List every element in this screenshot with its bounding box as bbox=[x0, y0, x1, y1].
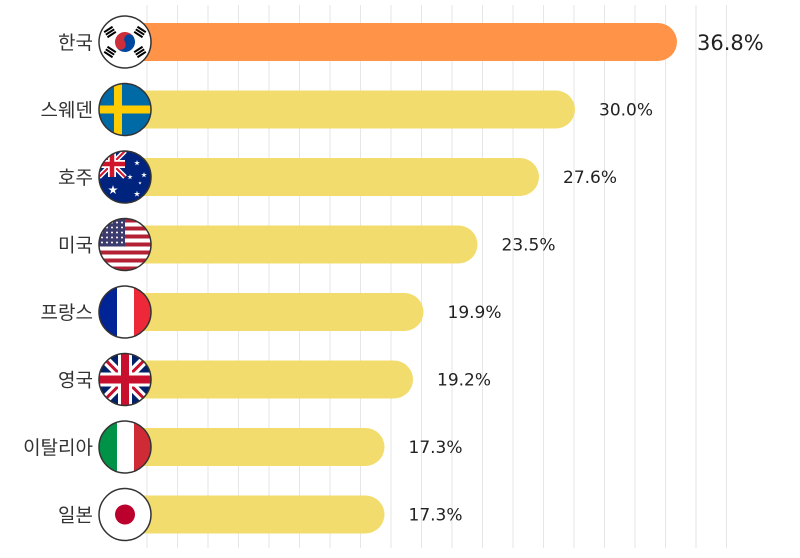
bar bbox=[125, 23, 677, 61]
italy-flag-icon bbox=[98, 420, 152, 474]
bar bbox=[125, 90, 575, 129]
bar bbox=[125, 293, 424, 331]
grid-lines bbox=[146, 5, 727, 548]
category-label: 호주 bbox=[58, 167, 93, 189]
category-label: 한국 bbox=[58, 32, 93, 54]
usa-flag-icon bbox=[98, 217, 152, 272]
value-label: 27.6% bbox=[563, 168, 617, 188]
bar bbox=[125, 360, 413, 399]
category-label: 이탈리아 bbox=[23, 437, 93, 459]
category-label: 스웨덴 bbox=[41, 100, 93, 122]
bar bbox=[125, 225, 478, 264]
value-label: 30.0% bbox=[599, 101, 653, 121]
category-label: 프랑스 bbox=[41, 302, 93, 324]
value-label: 23.5% bbox=[502, 236, 556, 256]
category-label: 영국 bbox=[58, 370, 93, 392]
south-korea-flag-icon bbox=[98, 15, 152, 69]
labels: 한국 36.8% 스웨덴 30.0% 호주 27.6% 미국 23.5% 프랑스 19.9% 영국 1… bbox=[23, 31, 764, 527]
japan-flag-icon bbox=[98, 487, 152, 542]
bars bbox=[125, 23, 677, 534]
bar bbox=[125, 428, 385, 466]
flags bbox=[98, 15, 152, 542]
value-label: 17.3% bbox=[409, 438, 463, 458]
category-label: 미국 bbox=[58, 235, 93, 257]
sweden-flag-icon bbox=[98, 82, 152, 137]
australia-flag-icon bbox=[98, 150, 152, 204]
category-label: 일본 bbox=[58, 505, 93, 527]
value-label: 19.2% bbox=[437, 371, 491, 391]
uk-flag-icon bbox=[98, 352, 152, 407]
bar bbox=[125, 495, 385, 534]
value-label: 17.3% bbox=[409, 506, 463, 526]
value-label: 19.9% bbox=[448, 303, 502, 323]
france-flag-icon bbox=[98, 285, 152, 339]
bar bbox=[125, 158, 539, 196]
value-label: 36.8% bbox=[697, 31, 764, 55]
